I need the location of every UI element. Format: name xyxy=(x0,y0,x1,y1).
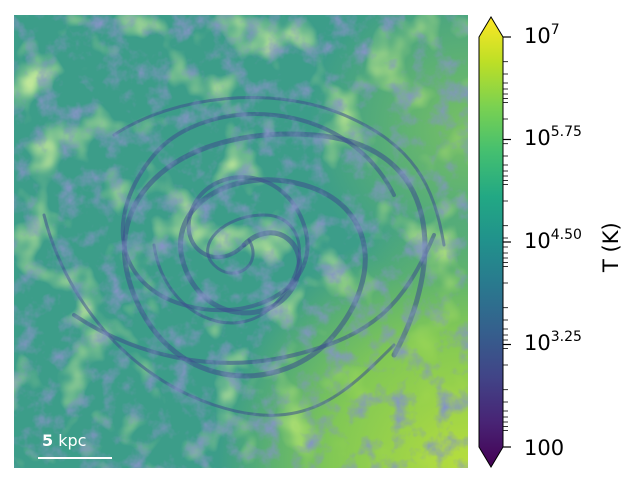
dark-filament-texture xyxy=(14,15,468,468)
colorbar-tick-label-4.50: 104.50 xyxy=(524,227,582,253)
scalebar-label: 5 kpc xyxy=(42,431,86,450)
colorbar-title: T (K) xyxy=(599,222,623,272)
scalebar-value: 5 xyxy=(42,431,54,450)
colorbar xyxy=(478,16,511,468)
colorbar-tick-label-5.75: 105.75 xyxy=(524,124,582,150)
colorbar-tick-label-7: 107 xyxy=(524,22,560,48)
temperature-map xyxy=(14,15,468,468)
colorbar-tick-label-100: 100 xyxy=(524,436,565,460)
scalebar-line xyxy=(38,457,112,459)
colorbar-minor-ticks xyxy=(503,61,508,431)
colorbar-tick-label-3.25: 103.25 xyxy=(524,329,582,355)
colorbar-gradient xyxy=(479,17,503,467)
colorbar-major-ticks xyxy=(503,36,511,448)
scalebar-unit: kpc xyxy=(58,431,87,450)
